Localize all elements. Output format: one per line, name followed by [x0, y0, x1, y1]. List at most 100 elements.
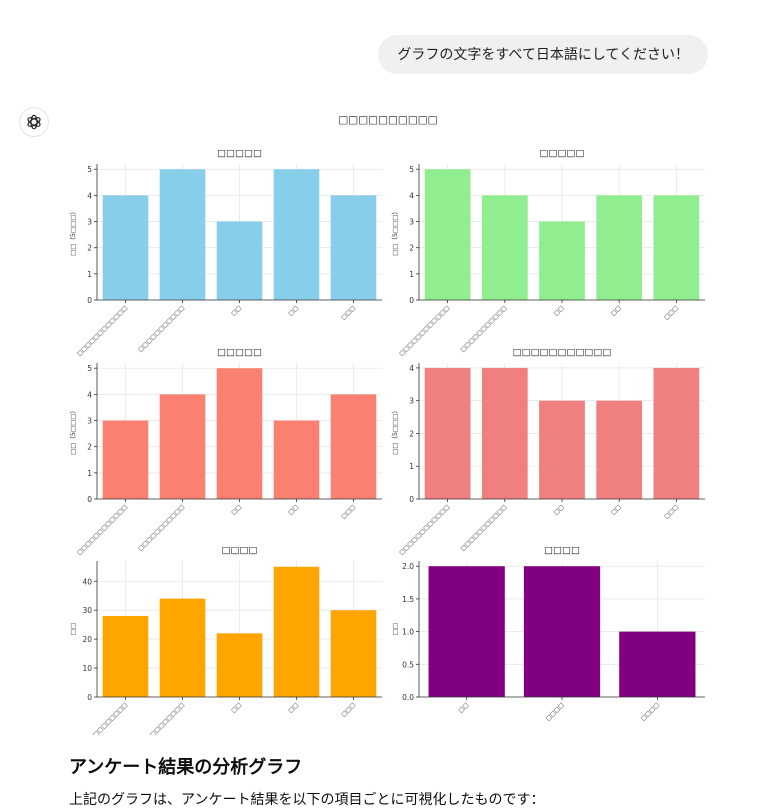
y-tick-label: 3 [87, 417, 92, 426]
bar [596, 400, 643, 499]
bar [330, 195, 377, 300]
x-tick-label: □□ [230, 304, 243, 317]
chart-title: □□□□□□□□□□□ [513, 347, 612, 358]
y-tick-label: 4 [87, 390, 92, 399]
openai-logo-icon [27, 114, 41, 130]
x-tick-label: □□□□□□□□□□□□ [76, 701, 129, 735]
bar [523, 566, 601, 697]
user-message-text: グラフの文字をすべて日本語にしてください！ [397, 47, 689, 63]
y-tick-label: 5 [87, 364, 92, 373]
x-tick-label: □□□□□□□□□□□ [137, 701, 186, 735]
bar [481, 367, 528, 499]
y-tick-label: 20 [82, 635, 92, 644]
x-tick-label: □□□□□□□□□□□ [137, 503, 186, 552]
answer-heading: アンケート結果の分析グラフ [69, 757, 303, 777]
y-tick-label: 2 [87, 443, 92, 452]
bar [539, 221, 585, 300]
y-tick-label: 2.0 [402, 562, 414, 571]
x-tick-label: □□□□ [640, 701, 661, 722]
bar [159, 169, 206, 300]
x-tick-label: □□ [610, 304, 623, 317]
y-tick-label: 4 [409, 191, 414, 200]
y-tick-label: 40 [82, 577, 92, 586]
bar [273, 169, 320, 300]
bar [330, 610, 377, 697]
bar [102, 615, 149, 697]
y-axis-label: □□（5□□□） [391, 208, 399, 256]
x-tick-label: □□□□□□□□□□□□ [398, 304, 451, 357]
figure-title: □□□□□□□□□□ [338, 114, 437, 126]
y-tick-label: 1 [87, 270, 92, 279]
x-tick-label: □□ [230, 503, 243, 516]
x-tick-label: □□□□□□□□□□□□ [76, 503, 129, 556]
bar [424, 367, 471, 499]
y-tick-label: 0 [87, 693, 92, 702]
bar [653, 195, 700, 300]
bar [102, 195, 149, 300]
y-tick-label: 1 [409, 270, 414, 279]
bar [481, 195, 528, 300]
x-tick-label: □□□ [340, 304, 357, 321]
y-tick-label: 4 [87, 191, 92, 200]
bar [330, 394, 377, 499]
x-tick-label: □□ [457, 701, 470, 714]
chart-panel-6: 0.00.51.01.52.0□□ □□□□ □□□□□□□□□□ [391, 545, 705, 722]
x-tick-label: □□□ [340, 701, 357, 718]
x-tick-label: □□ [610, 503, 623, 516]
chart-title: □□□□□ [217, 347, 262, 358]
y-tick-label: 1.5 [402, 595, 414, 604]
survey-figure: □□□□□□□□□□ 0 1 2 3 4 5 □□□□□□□□□□□□ □□□□□□□□□□□… [60, 105, 720, 755]
y-tick-label: 0 [87, 296, 92, 305]
y-axis-label: □□ [69, 623, 77, 635]
user-message-bubble: グラフの文字をすべて日本語にしてください！ [378, 35, 708, 74]
y-axis-label: □□ [391, 623, 399, 635]
bar [102, 420, 149, 499]
y-tick-label: 3 [409, 397, 414, 406]
y-tick-label: 2 [409, 429, 414, 438]
y-tick-label: 0.5 [402, 660, 414, 669]
y-tick-label: 1 [409, 462, 414, 471]
y-tick-label: 4 [409, 364, 414, 373]
y-tick-label: 0 [87, 495, 92, 504]
x-tick-label: □□□□□□□□□□□□ [76, 304, 129, 357]
answer-body-text: 上記のグラフは、アンケート結果を以下の項目ごとに可視化したものです： [69, 791, 545, 807]
bar [619, 631, 696, 697]
y-tick-label: 1 [87, 469, 92, 478]
bar [653, 367, 700, 499]
chart-title: □□□□□ [540, 148, 585, 159]
x-tick-label: □□□ [663, 304, 680, 321]
chart-title: □□□□ [544, 545, 580, 556]
bar [159, 394, 206, 499]
x-tick-label: □□□ [340, 503, 357, 520]
bar [216, 368, 263, 499]
x-tick-label: □□□□□□□□□□□□ [398, 503, 451, 556]
y-tick-label: 0.0 [402, 693, 414, 702]
x-tick-label: □□ [287, 701, 300, 714]
bar [216, 633, 263, 697]
y-tick-label: 5 [409, 165, 414, 174]
y-tick-label: 5 [87, 165, 92, 174]
y-axis-label: □□（5□□□） [69, 208, 77, 256]
y-tick-label: 1.0 [402, 628, 414, 637]
y-tick-label: 10 [82, 664, 92, 673]
y-tick-label: 0 [409, 495, 414, 504]
y-tick-label: 2 [409, 244, 414, 253]
x-tick-label: □□□□ [544, 701, 565, 722]
x-tick-label: □□ [287, 304, 300, 317]
assistant-avatar [19, 107, 49, 137]
x-tick-label: □□□□□□□□□□□ [459, 304, 508, 353]
bar [273, 566, 320, 697]
y-axis-label: □□（5□□□） [69, 407, 77, 455]
y-tick-label: 30 [82, 606, 92, 615]
y-tick-label: 3 [87, 218, 92, 227]
chart-title: □□□□ [222, 545, 258, 556]
chart-title: □□□□□ [217, 148, 262, 159]
x-tick-label: □□ [230, 701, 243, 714]
y-tick-label: 3 [409, 218, 414, 227]
x-tick-label: □□ [552, 503, 565, 516]
